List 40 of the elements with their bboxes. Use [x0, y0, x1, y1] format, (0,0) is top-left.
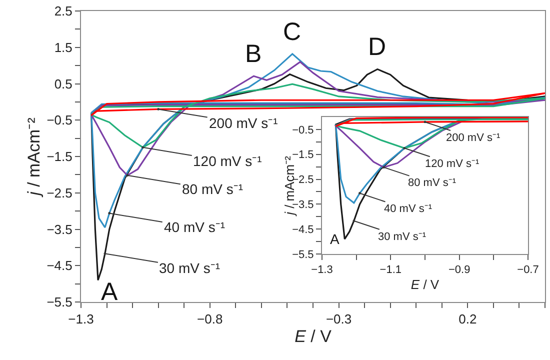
x-tick-label: 0.2	[458, 312, 477, 327]
y-tick-label: −0.5	[46, 112, 72, 128]
y-axis-title: j / mAcm⁻²	[24, 117, 44, 198]
x-tick-label: −1.1	[380, 264, 402, 276]
x-tick-label: −0.9	[448, 264, 470, 276]
annotation: 40 mV s⁻¹	[164, 219, 226, 235]
annotation: 80 mV s⁻¹	[182, 181, 244, 197]
y-tick-label: 1.5	[54, 40, 72, 55]
y-tick-label: 2.5	[54, 4, 72, 19]
y-tick-label: −3.5	[292, 199, 314, 212]
annotation: 120 mV s⁻¹	[425, 158, 480, 170]
y-tick-label: −0.5	[292, 124, 314, 136]
annotation: 120 mV s⁻¹	[193, 153, 262, 169]
x-axis-title: E / V	[294, 327, 332, 346]
x-tick-label: −0.7	[517, 264, 539, 276]
x-tick-label: −0.3	[326, 312, 352, 327]
annotation: 40 mV s⁻¹	[384, 203, 432, 215]
annotation: A	[101, 278, 118, 306]
y-tick-label: −4.5	[46, 258, 72, 274]
y-tick-label: −4.5	[292, 224, 314, 236]
y-tick-label: 0.5	[54, 76, 72, 92]
y-tick-label: −2.5	[46, 185, 72, 200]
y-tick-label: −1.5	[46, 149, 72, 164]
annotation: 80 mV s⁻¹	[408, 177, 456, 189]
x-tick-label: −0.8	[197, 312, 223, 327]
x-axis-title: E / V	[410, 276, 440, 292]
annotation: C	[283, 18, 302, 46]
annotation: 30 mV s⁻¹	[159, 260, 220, 276]
y-tick-label: −3.5	[46, 222, 72, 237]
y-tick-label: −5.5	[46, 294, 72, 310]
x-tick-label: −1.3	[311, 264, 333, 276]
annotation: B	[245, 40, 262, 68]
annotation: 30 mV s⁻¹	[378, 231, 426, 243]
annotation: 200 mV s⁻¹	[446, 132, 500, 144]
annotation: 200 mV s⁻¹	[209, 115, 278, 131]
y-tick-label: −5.5	[292, 248, 314, 261]
x-tick-label: −1.3	[68, 312, 94, 327]
annotation: A	[330, 231, 340, 247]
annotation: D	[368, 33, 386, 61]
y-tick-label: −1.5	[292, 149, 314, 162]
